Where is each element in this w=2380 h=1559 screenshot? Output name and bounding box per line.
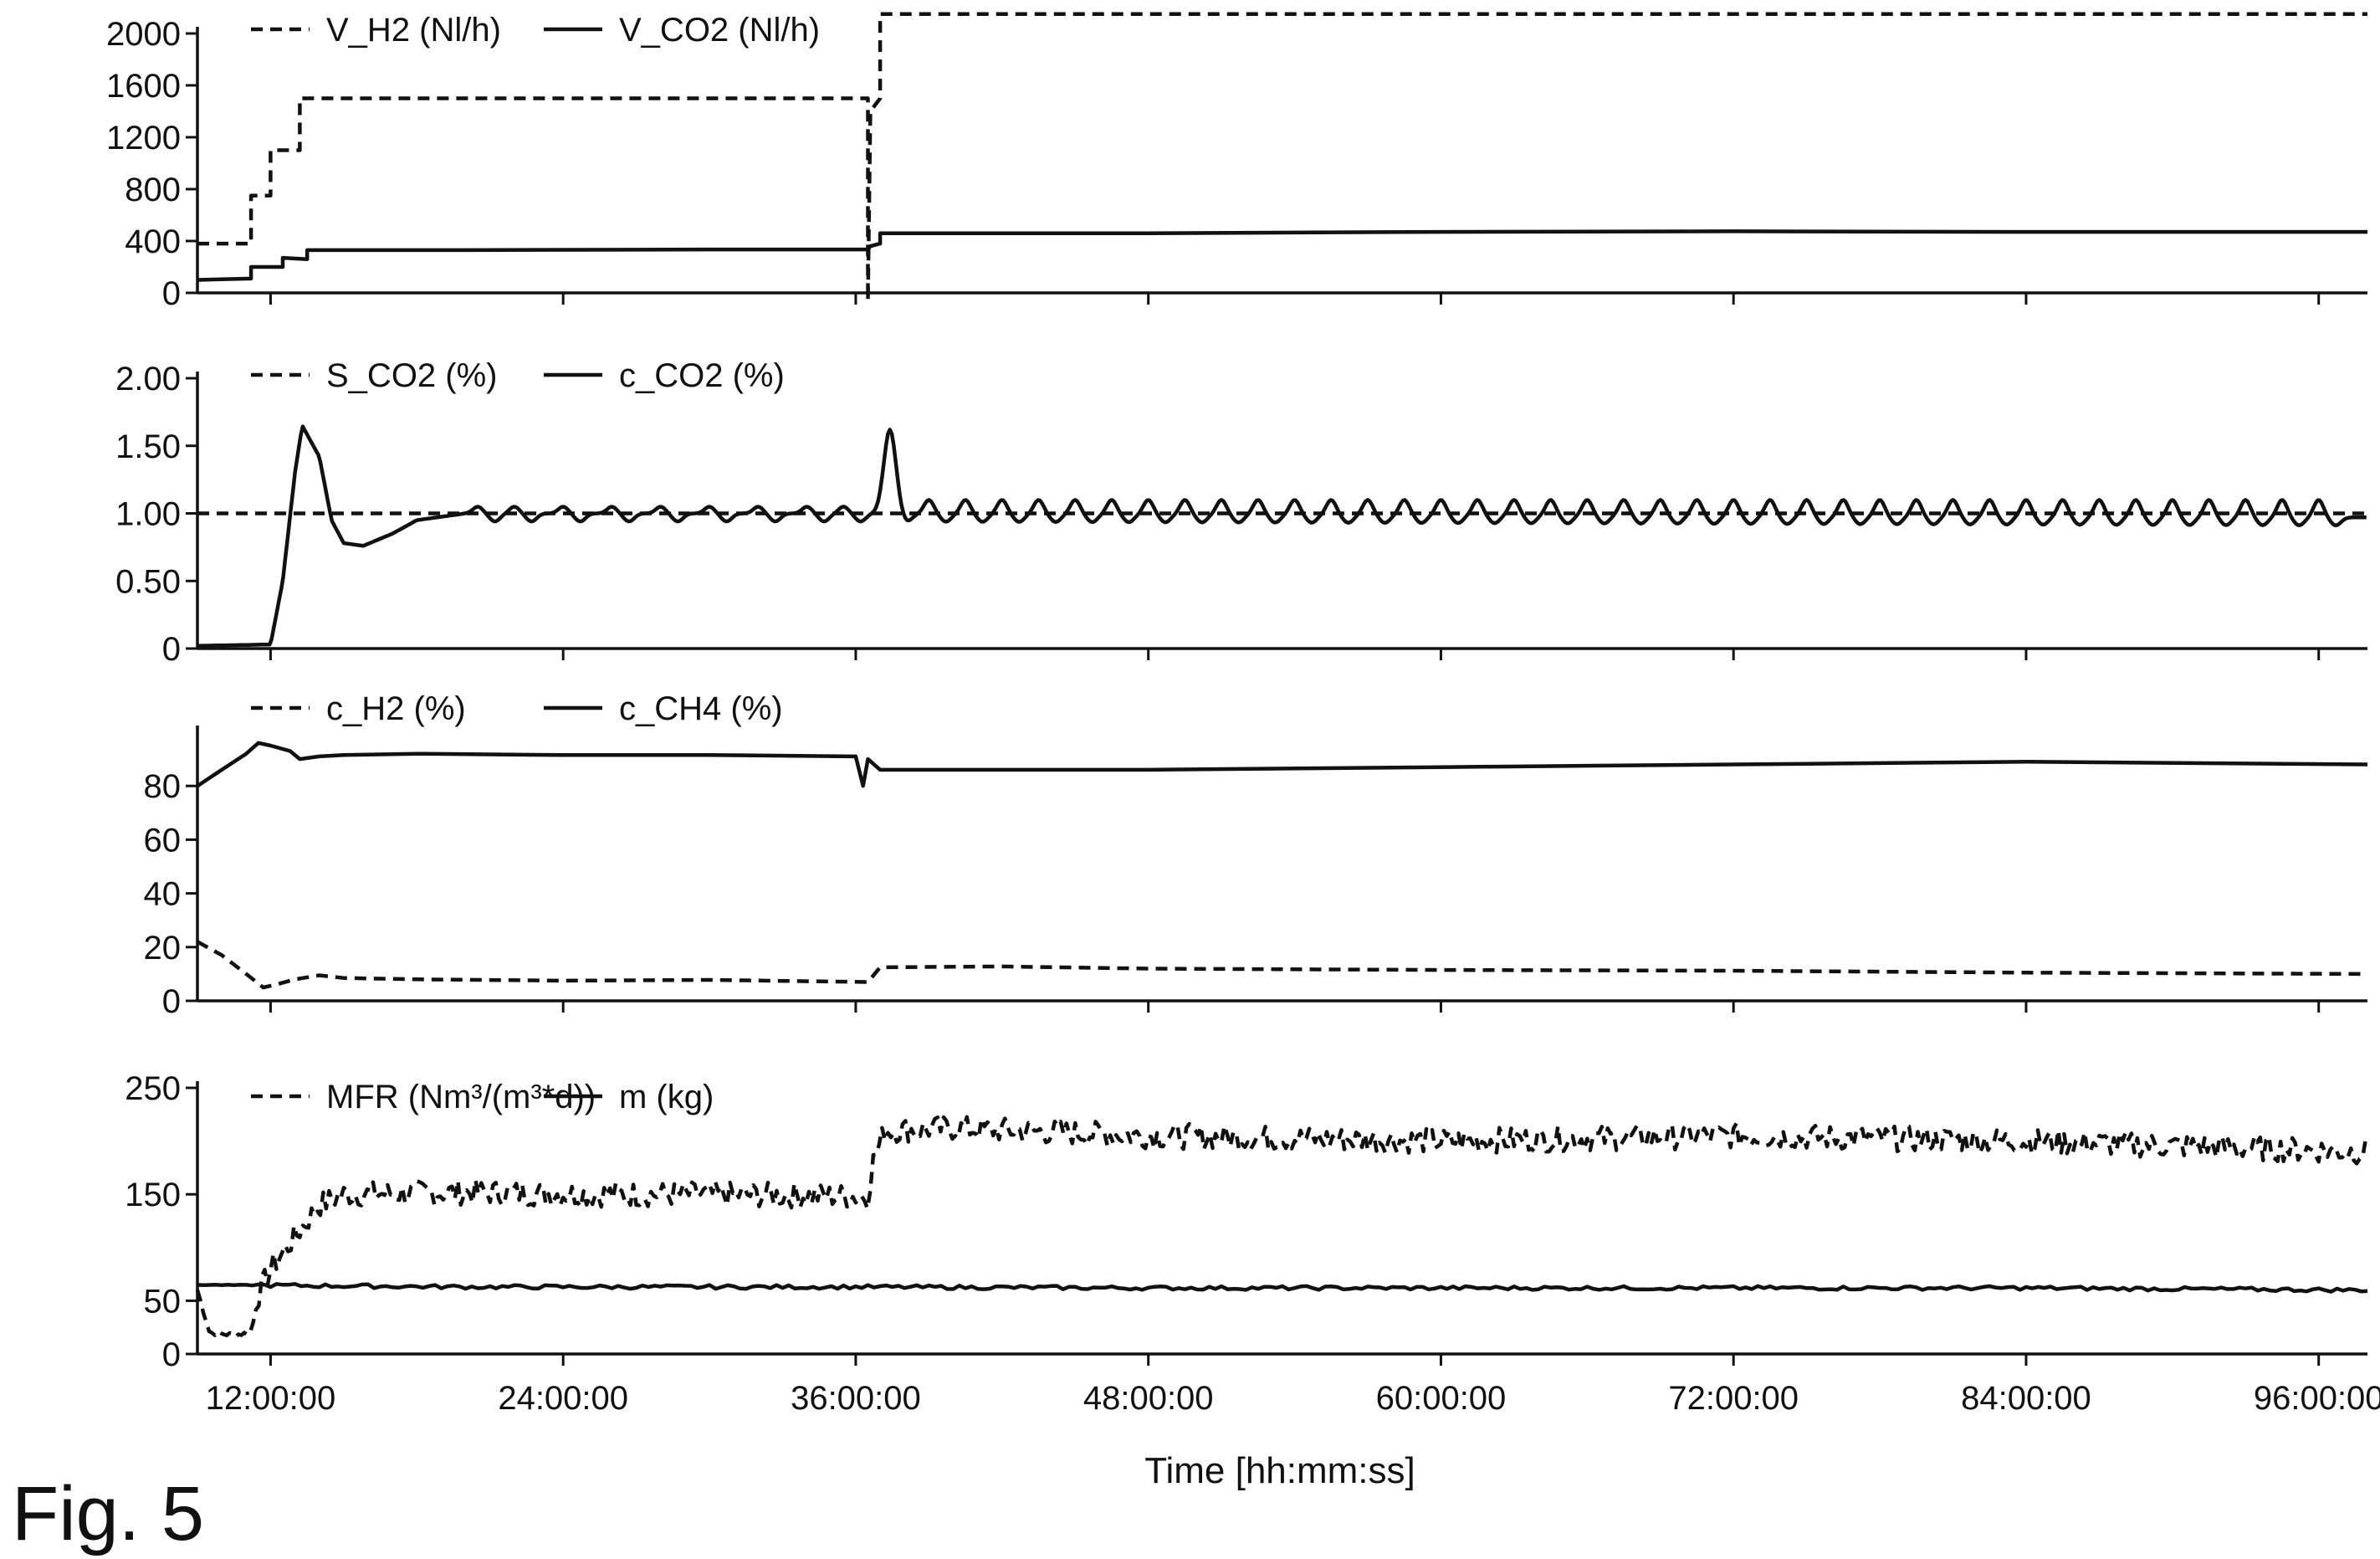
panel-3: 0 20 40 60 80 c_H2 (%) c_CH4 (%): [144, 690, 2368, 1020]
figure-label: Fig. 5: [12, 1471, 204, 1556]
y-tick-label: 0: [162, 983, 181, 1020]
y-tick-label: 250: [125, 1070, 181, 1107]
series-line-4-1: [195, 1115, 2367, 1339]
legend-label: S_CO2 (%): [326, 357, 498, 394]
series-line-4-2: [197, 1282, 2368, 1294]
legend-label: V_CO2 (Nl/h): [619, 12, 820, 49]
y-tick-label: 0: [162, 1336, 181, 1373]
x-tick-label: 72:00:00: [1668, 1380, 1799, 1417]
y-tick-label: 2.00: [115, 361, 181, 397]
legend-label: V_H2 (Nl/h): [326, 12, 501, 49]
x-tick-label: 24:00:00: [498, 1380, 628, 1417]
x-axis-label: Time [hh:mm:ss]: [1144, 1450, 1415, 1491]
y-tick-label: 60: [144, 822, 182, 859]
y-tick-label: 80: [144, 768, 182, 805]
y-tick-label: 1600: [106, 68, 181, 105]
series-line-1-2: [197, 229, 2367, 282]
y-tick-label: 1200: [106, 120, 181, 156]
y-tick-label: 40: [144, 876, 182, 913]
y-tick-label: 1.00: [115, 496, 181, 533]
series-line-3-2: [196, 741, 2368, 788]
series-line-2-2: [197, 424, 2367, 649]
y-tick-label: 2000: [106, 16, 181, 53]
legend-label: c_H2 (%): [326, 690, 466, 727]
series-line-3-1: [196, 940, 2368, 990]
y-tick-label: 150: [125, 1177, 181, 1213]
y-tick-label: 0: [162, 631, 181, 668]
legend-label: c_CO2 (%): [619, 357, 785, 394]
y-tick-label: 400: [125, 223, 181, 260]
x-tick-label: 12:00:00: [206, 1380, 336, 1417]
panel-1: 0 400 800 1200 1600 2000 V_H2 (Nl/h) V_CO2 (Nl/…: [106, 12, 2367, 312]
panel-4: 0 50 150 250 12:00:00 24:00:00 36:00:00 48:00:0…: [125, 1070, 2380, 1417]
x-tick-label: 84:00:00: [1961, 1380, 2091, 1417]
y-tick-label: 20: [144, 930, 182, 967]
y-tick-label: 0.50: [115, 563, 181, 600]
series-line-1-1: [197, 12, 2367, 303]
x-tick-label: 48:00:00: [1083, 1380, 1214, 1417]
panel-2: 0 0.50 1.00 1.50 2.00 S_CO2 (%) c_CO2 (%): [115, 357, 2367, 668]
y-tick-label: 0: [162, 275, 181, 312]
x-tick-label: 96:00:00: [2254, 1380, 2380, 1417]
y-tick-label: 50: [144, 1283, 182, 1320]
y-tick-label: 1.50: [115, 428, 181, 465]
x-tick-label: 60:00:00: [1376, 1380, 1507, 1417]
x-tick-label: 36:00:00: [791, 1380, 921, 1417]
y-tick-label: 800: [125, 172, 181, 208]
legend-label: m (kg): [619, 1079, 714, 1115]
legend-label: c_CH4 (%): [619, 690, 783, 727]
